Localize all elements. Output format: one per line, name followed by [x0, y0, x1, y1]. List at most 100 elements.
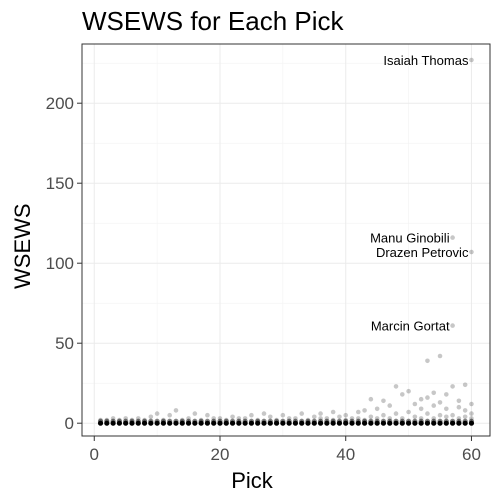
data-point	[110, 418, 116, 424]
y-tick-label: 100	[46, 254, 74, 273]
data-point	[229, 418, 236, 424]
data-point	[444, 414, 449, 420]
data-point	[104, 417, 110, 423]
data-point	[337, 414, 342, 420]
data-point	[469, 249, 474, 255]
data-point	[211, 418, 217, 424]
data-point	[192, 411, 198, 416]
data-point	[135, 416, 141, 421]
data-point	[217, 418, 223, 424]
data-point	[299, 418, 305, 424]
y-tick-label: 150	[46, 174, 74, 193]
plot-panel	[82, 44, 490, 436]
x-tick-label: 0	[90, 445, 99, 464]
data-point	[204, 418, 211, 424]
data-point	[330, 417, 336, 423]
data-point	[450, 412, 455, 418]
data-point	[198, 418, 204, 424]
data-point	[293, 416, 298, 421]
chart-title: WSEWS for Each Pick	[82, 6, 344, 36]
y-axis-label: WSEWS	[10, 203, 35, 289]
data-point	[456, 398, 462, 404]
data-point	[425, 411, 430, 416]
data-point	[280, 418, 286, 424]
data-point	[349, 418, 355, 424]
data-point	[418, 406, 424, 412]
data-point	[104, 418, 110, 424]
data-point	[311, 414, 317, 420]
data-point	[330, 409, 336, 415]
data-point	[406, 409, 411, 415]
data-point	[368, 414, 374, 420]
data-point	[317, 418, 324, 424]
data-point	[469, 416, 474, 421]
y-axis: 0 50 100 150 200	[46, 94, 82, 433]
data-point	[469, 411, 474, 416]
data-point	[273, 418, 280, 424]
data-point	[469, 57, 474, 63]
x-axis: 0 20 40 60	[90, 436, 481, 464]
data-point	[311, 418, 317, 424]
data-point	[161, 417, 166, 423]
data-point	[381, 412, 386, 418]
data-point	[456, 416, 462, 421]
data-point	[425, 358, 430, 364]
data-point	[242, 418, 248, 424]
data-point	[374, 406, 380, 412]
data-point	[381, 398, 386, 404]
data-point	[462, 414, 468, 420]
data-point	[280, 412, 286, 418]
data-point	[167, 412, 172, 418]
data-point	[399, 418, 405, 424]
data-point	[450, 384, 455, 389]
data-point	[412, 401, 418, 407]
data-point	[324, 416, 330, 421]
plot-border	[81, 43, 491, 437]
data-point	[374, 418, 380, 424]
data-point	[343, 412, 349, 418]
grid-major	[82, 44, 490, 436]
x-tick-label: 40	[336, 445, 355, 464]
data-point	[437, 400, 443, 405]
data-point	[305, 417, 311, 423]
data-point	[198, 417, 204, 423]
data-point	[179, 417, 185, 423]
data-point	[387, 416, 393, 421]
data-point	[349, 416, 355, 421]
data-point	[431, 390, 437, 396]
data-point	[462, 418, 468, 424]
data-point	[142, 417, 147, 423]
data-point	[406, 388, 411, 394]
data-point	[148, 418, 154, 424]
data-point	[116, 418, 123, 424]
data-point	[424, 418, 431, 424]
data-point	[336, 418, 343, 424]
data-point	[355, 416, 361, 421]
data-point	[185, 418, 192, 424]
data-point	[400, 416, 405, 421]
data-point	[135, 418, 141, 424]
data-point	[456, 404, 462, 410]
data-point	[437, 412, 443, 418]
data-point	[393, 384, 399, 389]
data-point	[192, 418, 198, 424]
x-tick-label: 60	[462, 445, 481, 464]
data-point	[374, 416, 380, 421]
data-point	[361, 418, 368, 424]
data-point	[179, 418, 185, 424]
data-point	[223, 418, 229, 424]
annotation-label: Manu Ginobili	[370, 231, 450, 246]
data-point	[261, 418, 267, 424]
data-point	[468, 418, 475, 424]
data-point	[437, 418, 443, 424]
data-point	[380, 418, 387, 424]
data-point	[418, 418, 424, 424]
data-point	[400, 392, 405, 397]
x-axis-label: Pick	[231, 468, 273, 493]
data-point	[343, 417, 349, 423]
data-point	[129, 417, 135, 423]
data-point	[173, 418, 179, 424]
data-point	[261, 411, 267, 416]
data-point	[393, 411, 399, 416]
